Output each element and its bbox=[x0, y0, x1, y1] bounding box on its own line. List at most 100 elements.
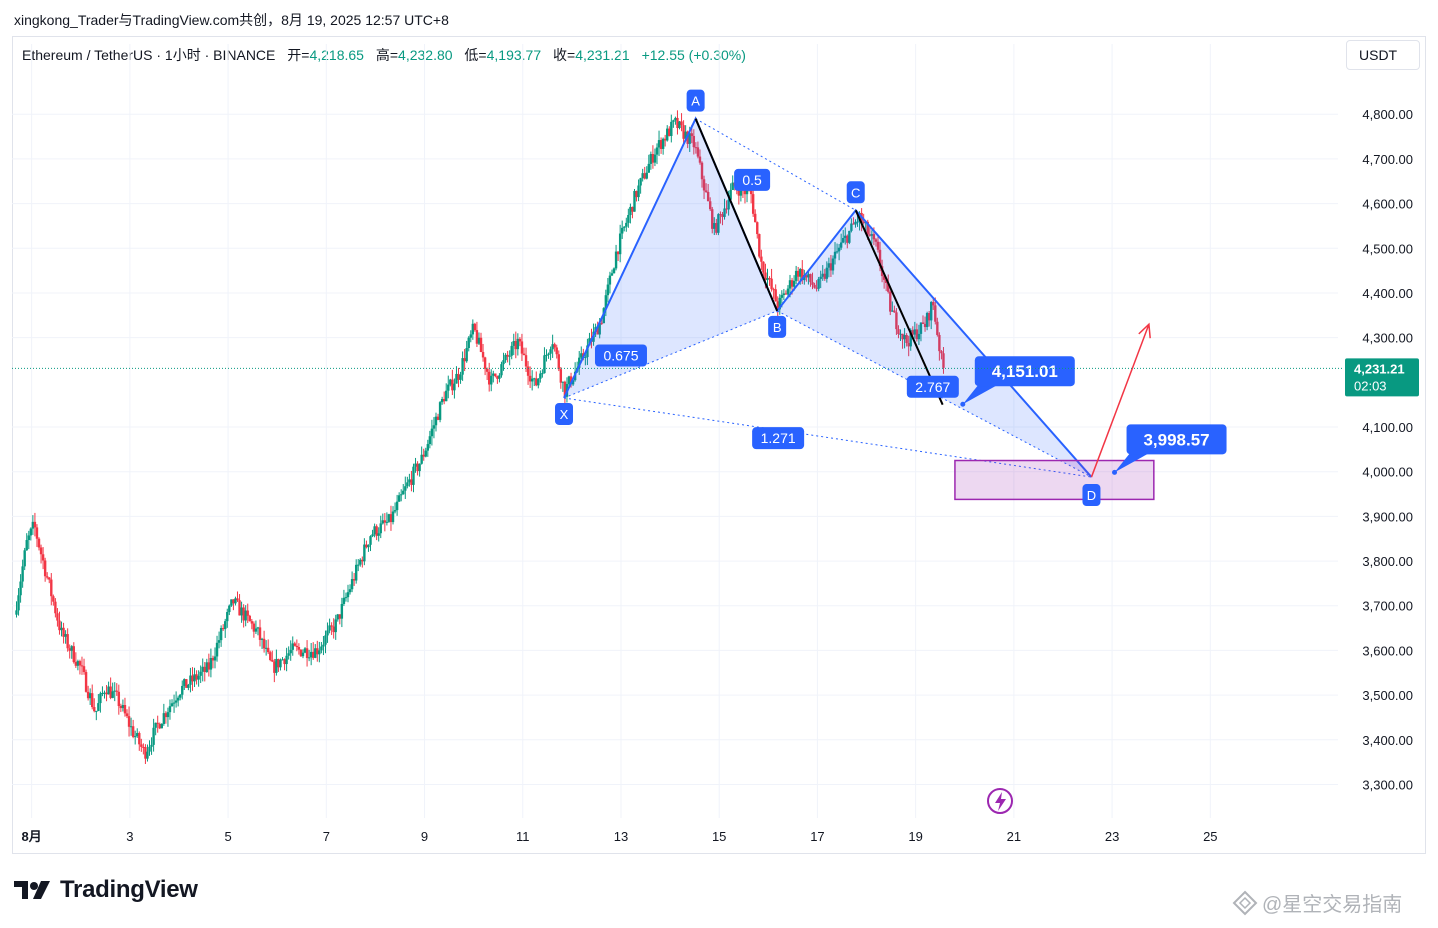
candle-body bbox=[307, 657, 311, 659]
candle-body bbox=[756, 222, 759, 235]
candle-body bbox=[831, 258, 835, 271]
y-tick-label: 4,300.00 bbox=[1362, 331, 1413, 346]
y-tick-label: 4,600.00 bbox=[1362, 197, 1413, 212]
candle-body bbox=[440, 398, 444, 403]
candle-body bbox=[737, 189, 741, 196]
candle-body bbox=[821, 273, 824, 277]
candle-body bbox=[547, 353, 550, 355]
candle-body bbox=[176, 697, 180, 701]
candle-body bbox=[514, 341, 517, 350]
candle-body bbox=[571, 380, 575, 385]
pattern-point-label-bg bbox=[768, 315, 787, 338]
candle-body bbox=[152, 727, 155, 745]
lightning-icon[interactable] bbox=[987, 788, 1013, 814]
candle-body bbox=[17, 595, 20, 611]
candle-body bbox=[129, 726, 133, 728]
candle-body bbox=[35, 527, 39, 539]
currency-selector[interactable]: USDT bbox=[1346, 40, 1420, 70]
candle-body bbox=[438, 402, 442, 420]
candle-body bbox=[144, 747, 147, 759]
candle-body bbox=[219, 627, 223, 641]
candle-body bbox=[496, 376, 499, 379]
y-tick-label: 3,800.00 bbox=[1362, 554, 1413, 569]
candle-body bbox=[786, 288, 790, 295]
candle-body bbox=[657, 140, 661, 148]
candle-body bbox=[357, 564, 360, 566]
candle-body bbox=[897, 329, 900, 335]
candle-body bbox=[109, 686, 112, 698]
candle-body bbox=[264, 647, 268, 649]
y-tick-label: 4,100.00 bbox=[1362, 420, 1413, 435]
candle-body bbox=[915, 329, 919, 340]
candle-body bbox=[164, 713, 168, 718]
open-value: 4,218.65 bbox=[309, 47, 364, 63]
candle-body bbox=[790, 280, 794, 287]
candle-body bbox=[639, 178, 642, 186]
candle-body bbox=[140, 744, 143, 747]
candle-body bbox=[74, 662, 78, 666]
candle-body bbox=[354, 564, 358, 581]
ratio-label: 0.5 bbox=[742, 172, 762, 188]
pattern-point-label-bg bbox=[686, 89, 705, 112]
candle-body bbox=[801, 268, 804, 281]
candle-body bbox=[799, 268, 802, 277]
ratio-line bbox=[776, 310, 1092, 478]
candle-body bbox=[498, 375, 501, 379]
candle-body bbox=[101, 693, 104, 695]
candle-body bbox=[172, 702, 176, 704]
candle-body bbox=[105, 692, 108, 695]
candle-body bbox=[365, 544, 368, 548]
candle-body bbox=[154, 722, 157, 728]
candle-body bbox=[925, 313, 929, 328]
candle-body bbox=[512, 341, 515, 346]
candle-body bbox=[508, 355, 511, 357]
candle-body bbox=[316, 648, 319, 655]
candle-body bbox=[279, 659, 282, 668]
candle-body bbox=[170, 703, 174, 707]
candle-body bbox=[616, 251, 620, 255]
candle-body bbox=[449, 379, 452, 385]
symbol-name[interactable]: Ethereum / TetherUS · 1小时 · BINANCE bbox=[22, 47, 276, 63]
candle-body bbox=[490, 375, 493, 385]
candle-body bbox=[58, 620, 61, 631]
candle-body bbox=[123, 705, 127, 714]
candle-body bbox=[917, 333, 921, 340]
x-tick-label: 3 bbox=[126, 829, 133, 844]
candle-body bbox=[133, 736, 137, 738]
xab-triangle bbox=[564, 118, 778, 398]
last-price-countdown: 02:03 bbox=[1354, 378, 1387, 393]
candle-body bbox=[250, 621, 254, 624]
candle-body bbox=[825, 267, 829, 279]
low-value: 4,193.77 bbox=[486, 47, 542, 63]
candle-body bbox=[342, 597, 346, 604]
symbol-legend[interactable]: Ethereum / TetherUS · 1小时 · BINANCE 开=4,… bbox=[22, 45, 746, 65]
candle-body bbox=[866, 221, 869, 235]
watermark-text: @星空交易指南 bbox=[1262, 894, 1403, 916]
candle-body bbox=[766, 278, 769, 281]
tradingview-logo-icon bbox=[14, 881, 50, 899]
candle-body bbox=[782, 293, 786, 296]
pattern-point-label-b: B bbox=[773, 320, 782, 335]
candle-body bbox=[86, 691, 90, 699]
candle-body bbox=[359, 559, 362, 565]
candle-body bbox=[402, 490, 405, 495]
candle-body bbox=[717, 214, 720, 233]
candle-body bbox=[715, 223, 718, 233]
candle-body bbox=[39, 547, 43, 555]
candle-body bbox=[608, 275, 612, 285]
candle-body bbox=[346, 592, 350, 598]
candle-body bbox=[567, 376, 571, 385]
candle-body bbox=[899, 333, 902, 335]
candle-body bbox=[297, 646, 301, 650]
tradingview-logo[interactable]: TradingView bbox=[14, 876, 198, 904]
candle-body bbox=[674, 117, 677, 121]
candle-body bbox=[56, 613, 59, 621]
candle-body bbox=[731, 182, 734, 190]
candle-body bbox=[72, 646, 75, 663]
pattern-point-label-bg bbox=[555, 402, 574, 425]
candle-body bbox=[868, 234, 872, 236]
candle-body bbox=[432, 425, 436, 429]
candle-body bbox=[598, 322, 601, 335]
x-tick-label: 23 bbox=[1105, 829, 1119, 844]
